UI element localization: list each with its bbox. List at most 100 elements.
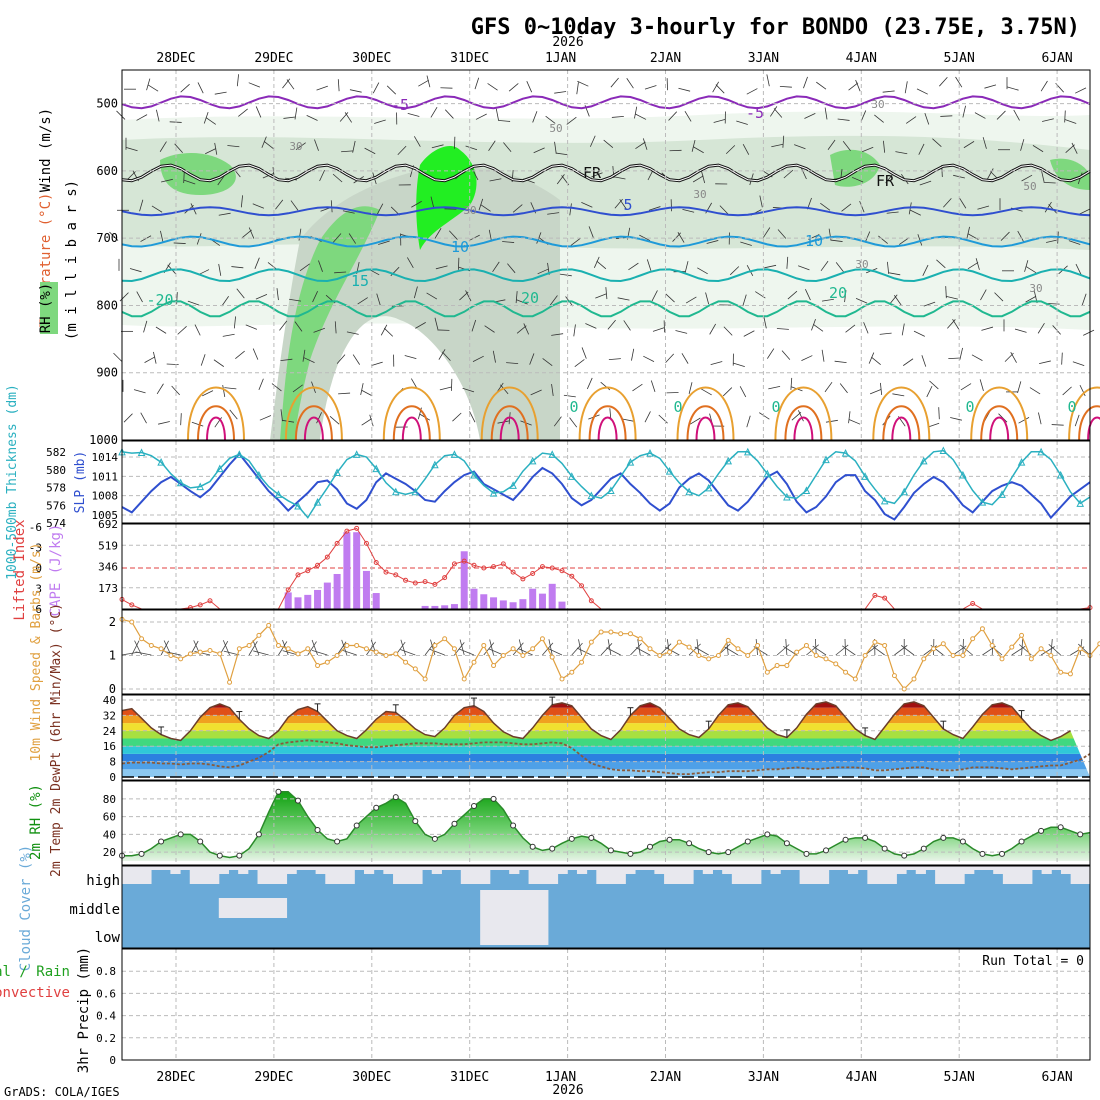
upper-wind-barb [1079, 208, 1091, 215]
rh-point [373, 804, 380, 811]
cloud-high-clear [935, 866, 946, 884]
isotherm-freezing-core [121, 164, 1091, 182]
upper-wind-barb [158, 421, 170, 425]
wind10m-barb [841, 645, 856, 656]
upper-wind-barb [729, 266, 740, 276]
precip-panel: 0 0.2 0.4 0.6 0.8 Total / Rain Convective 3hr P… [0, 947, 1091, 1073]
upper-wind-barb [155, 326, 167, 334]
wind10m-point [451, 646, 457, 652]
li-point [295, 572, 301, 578]
slp-point [274, 490, 283, 498]
upper-wind-barb [174, 143, 183, 153]
cape-bar [470, 588, 478, 609]
y-tick-label: 346 [98, 561, 118, 574]
li-point [491, 564, 497, 570]
upper-wind-barb [882, 90, 895, 93]
wind10m-point [148, 642, 154, 648]
upper-wind-barb [1025, 295, 1037, 303]
wind10m-point [315, 663, 321, 669]
isotherm-label: -5 [391, 96, 409, 114]
upper-wind-barb [779, 85, 792, 88]
upper-wind-barb [282, 78, 291, 89]
upper-wind-barb [1024, 260, 1029, 272]
wind10m-point [549, 654, 555, 660]
wind10m-point [745, 653, 751, 658]
slp-point [626, 458, 635, 466]
wind10m-point [481, 642, 487, 648]
isotherm-label: FR [876, 172, 895, 190]
y-tick-label: 0 [109, 771, 116, 784]
wind10m-point [872, 639, 878, 645]
cape-bar [323, 582, 331, 609]
y-tick-label: 80 [103, 793, 116, 806]
axis-label: CAPE (J/kg) [48, 524, 64, 617]
upper-wind-barb [959, 197, 967, 209]
wind10m-point [334, 653, 340, 658]
upper-wind-barb [489, 178, 502, 182]
upper-wind-barb [966, 226, 970, 239]
y-tick-label: 519 [98, 539, 118, 552]
upper-wind-barb [222, 385, 226, 397]
isotherm-30 [588, 405, 627, 441]
upper-wind-barb [294, 107, 298, 120]
cape-bar [490, 597, 498, 609]
bottom-date-label: 28DEC [156, 1070, 195, 1085]
upper-wind-barb [289, 298, 302, 302]
upper-wind-barb [913, 330, 925, 337]
upper-wind-barb [329, 416, 340, 425]
upper-wind-barb [512, 204, 523, 213]
wind10m-barb [688, 643, 701, 656]
upper-wind-barb [1064, 119, 1077, 124]
isotherm-35 [401, 416, 422, 441]
rh-point [471, 802, 477, 809]
upper-wind-barb [123, 413, 133, 423]
wind10m-barb [571, 642, 583, 656]
upper-wind-barb [894, 295, 902, 306]
cloud-high-clear [741, 866, 752, 884]
isotherm-25 [774, 386, 833, 441]
top-date-label: 5JAN [944, 51, 975, 66]
upper-wind-barb [860, 110, 867, 122]
upper-wind-barb [801, 355, 813, 361]
upper-wind-barb [689, 417, 701, 425]
upper-wind-barb [542, 358, 553, 366]
upper-wind-barb [626, 78, 634, 89]
temp-band [122, 738, 1090, 747]
y-tick-label: 0.6 [96, 987, 116, 1000]
upper-wind-barb [404, 355, 417, 360]
cloud-high-clear [886, 866, 897, 884]
upper-wind-barb [196, 233, 202, 245]
rh-legend-swatch [40, 282, 58, 334]
upper-wind-barb [506, 362, 519, 365]
rh-point [647, 843, 653, 850]
rh-point [999, 850, 1005, 857]
upper-wind-barb [173, 242, 186, 244]
wind10m-point [618, 631, 624, 637]
rh-point [255, 831, 262, 838]
upper-wind-barb [332, 173, 343, 183]
wind10m-barb [952, 645, 967, 656]
upper-wind-barb [1071, 142, 1078, 154]
y-tick-label: 0 [109, 1054, 116, 1067]
upper-wind-barb [782, 135, 785, 148]
upper-wind-barb [824, 381, 833, 393]
upper-wind-barb [776, 328, 789, 330]
cloud-middle-clear [276, 898, 288, 918]
upper-wind-barb [681, 353, 689, 364]
upper-wind-barb [845, 324, 856, 333]
wind10m-point [383, 653, 389, 658]
isotherm-30 [1078, 405, 1100, 441]
y-tick-label: 1011 [92, 470, 119, 483]
upper-wind-barb [318, 260, 323, 272]
upper-wind-barb [271, 383, 282, 392]
isotherm-30 [784, 405, 823, 441]
upper-wind-barb [648, 206, 661, 211]
wind10m-barb [812, 645, 827, 656]
rh-point [783, 840, 790, 847]
upper-wind-barb [950, 417, 962, 421]
axis-label: 2m Temp 2m DewPt (6hr Min/Max) (°C) [49, 603, 64, 877]
upper-wind-barb [619, 199, 627, 210]
upper-wind-barb [924, 112, 930, 125]
li-point [500, 561, 506, 567]
cloud-high-clear [867, 866, 878, 884]
